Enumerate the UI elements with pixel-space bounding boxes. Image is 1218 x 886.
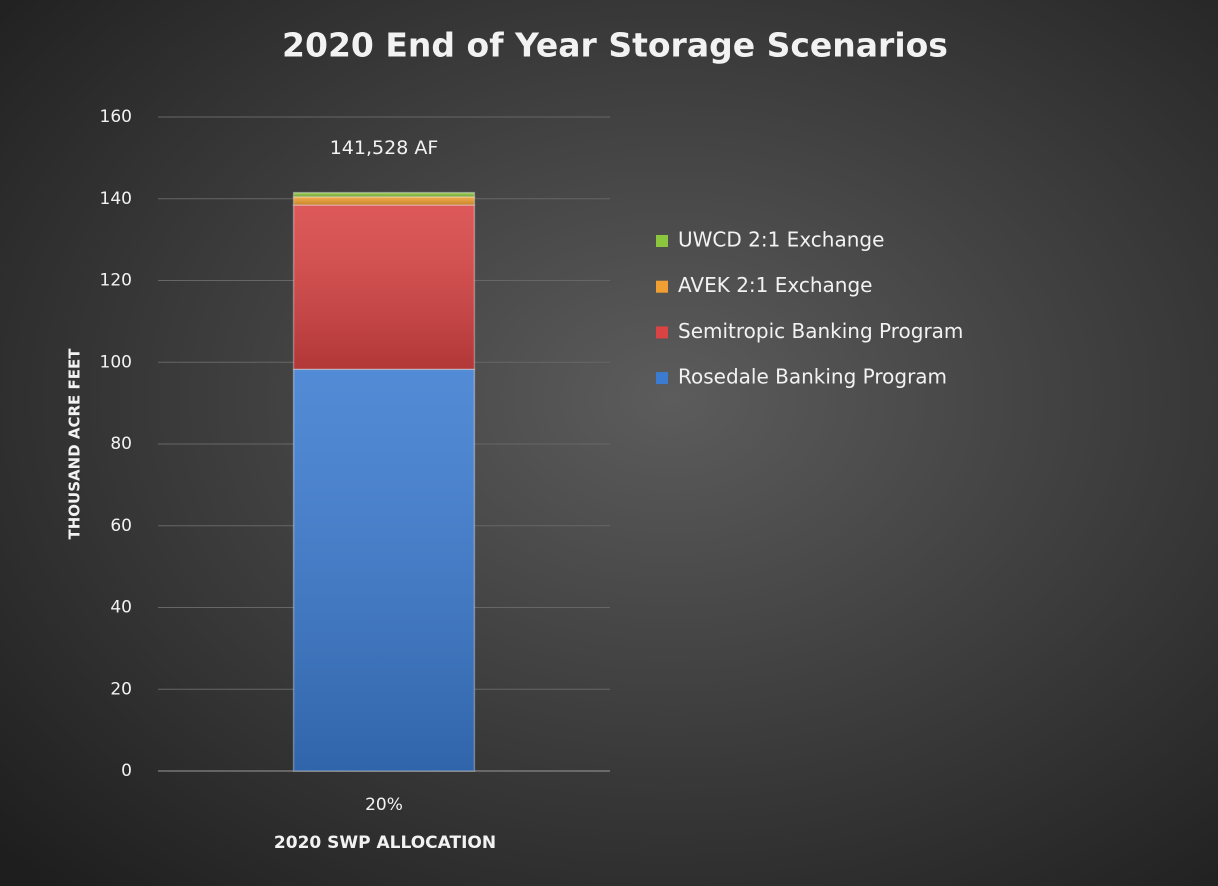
legend-label: AVEK 2:1 Exchange (678, 273, 872, 297)
y-tick-label: 160 (100, 107, 132, 127)
legend-label: Semitropic Banking Program (678, 319, 963, 343)
y-tick-label: 120 (100, 271, 132, 291)
y-tick-label: 20 (110, 679, 132, 699)
bar-shade (293, 204, 475, 370)
legend-swatch (656, 372, 668, 385)
y-tick-label: 80 (110, 434, 132, 454)
y-tick-label: 40 (110, 598, 132, 618)
legend-swatch (656, 326, 668, 339)
y-tick-label: 60 (110, 516, 132, 536)
legend-swatch (656, 280, 668, 293)
bar-shade (293, 192, 475, 197)
legend-label: Rosedale Banking Program (678, 365, 947, 389)
legend-swatch (656, 235, 668, 247)
y-tick-label: 100 (100, 352, 132, 372)
bar-shade (293, 369, 475, 771)
x-axis-title: 2020 SWP ALLOCATION (274, 833, 496, 853)
y-axis-title: THOUSAND ACRE FEET (66, 348, 84, 540)
x-tick-label: 20% (365, 795, 403, 815)
bar-shade (293, 196, 475, 205)
chart-title: 2020 End of Year Storage Scenarios (282, 26, 948, 65)
y-tick-label: 0 (121, 761, 132, 781)
y-tick-label: 140 (100, 189, 132, 209)
legend-label: UWCD 2:1 Exchange (678, 228, 884, 252)
total-annotation: 141,528 AF (330, 137, 439, 159)
